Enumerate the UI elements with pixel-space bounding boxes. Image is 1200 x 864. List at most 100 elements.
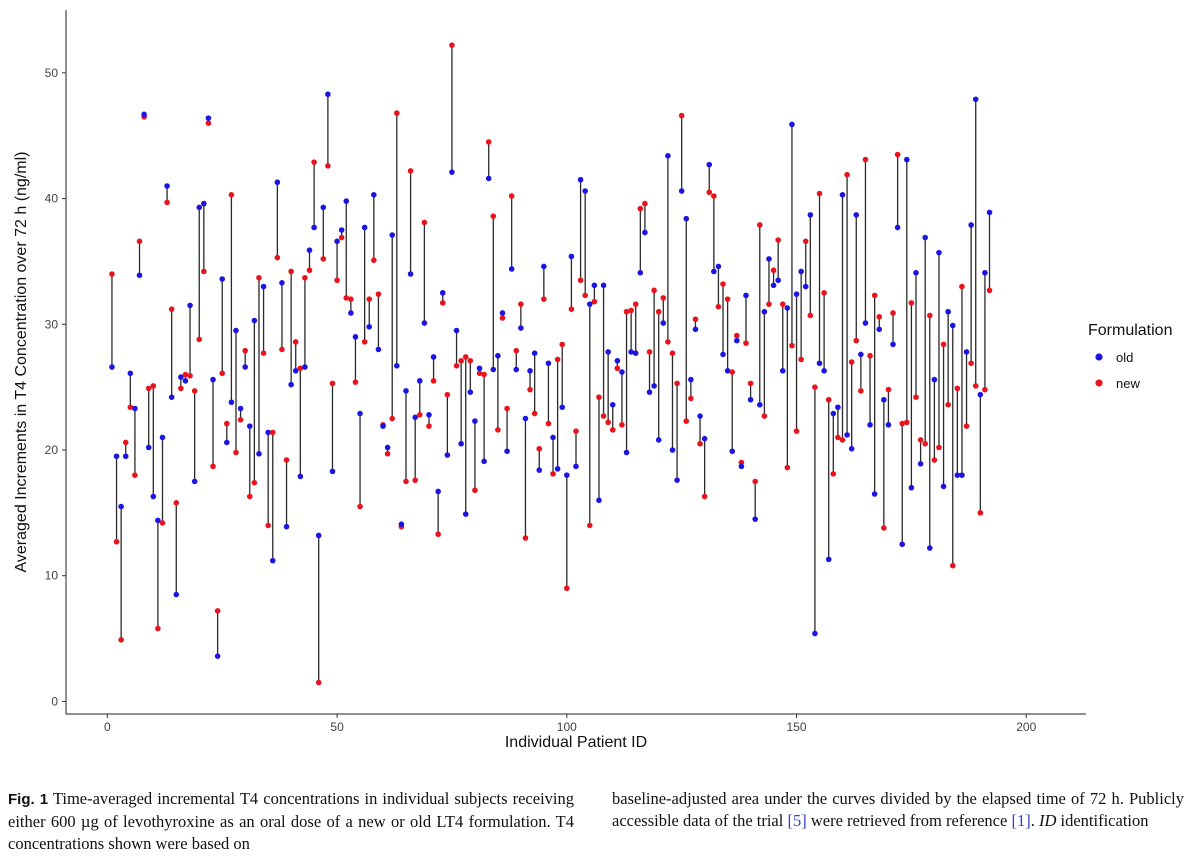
patient-139-old-point xyxy=(743,292,749,299)
patient-145-old-point xyxy=(770,282,777,289)
patient-115-new-point xyxy=(632,301,639,307)
patient-85-old-point xyxy=(495,352,501,359)
patient-3-old-point xyxy=(118,503,124,510)
patient-122-new-point xyxy=(665,339,671,345)
patient-50-new-point xyxy=(334,277,340,284)
patient-98-old-point xyxy=(554,466,561,472)
figure-label: Fig. 1 xyxy=(8,791,49,808)
patient-109-old-point xyxy=(605,349,611,355)
patient-61-old-point xyxy=(384,444,391,451)
patient-187-new-point xyxy=(963,423,970,429)
patient-92-old-point xyxy=(527,368,533,374)
patient-147-new-point xyxy=(779,301,786,307)
patient-46-new-point xyxy=(315,679,322,686)
patient-109-new-point xyxy=(605,419,611,426)
patient-1-old-point xyxy=(109,364,115,370)
patient-3-new-point xyxy=(118,637,124,643)
patient-131-old-point xyxy=(706,161,713,168)
patient-70-old-point xyxy=(426,412,432,418)
patient-115-old-point xyxy=(632,350,639,357)
reference-link[interactable]: [1] xyxy=(1011,811,1031,830)
patient-64-old-point xyxy=(398,521,405,527)
patient-120-old-point xyxy=(655,437,662,443)
patient-173-new-point xyxy=(899,420,906,427)
patient-191-new-point xyxy=(982,386,988,393)
patient-123-new-point xyxy=(669,350,676,357)
patient-56-old-point xyxy=(361,224,368,231)
point-layer xyxy=(109,42,993,686)
patient-26-new-point xyxy=(224,420,230,427)
patient-176-old-point xyxy=(913,269,919,276)
patient-107-new-point xyxy=(596,394,602,401)
patient-88-new-point xyxy=(508,193,515,199)
patient-40-old-point xyxy=(288,381,294,388)
patient-95-old-point xyxy=(541,263,547,270)
patient-143-old-point xyxy=(761,308,768,315)
patient-157-old-point xyxy=(825,556,832,563)
patient-135-new-point xyxy=(724,296,731,302)
patient-61-new-point xyxy=(384,450,391,457)
patient-184-new-point xyxy=(949,562,956,569)
patient-68-old-point xyxy=(416,378,423,384)
patient-30-new-point xyxy=(242,347,248,354)
patient-167-old-point xyxy=(871,491,878,497)
patient-70-new-point xyxy=(426,423,432,429)
patient-136-new-point xyxy=(729,369,736,375)
patient-54-old-point xyxy=(352,334,359,340)
patient-179-old-point xyxy=(926,545,933,551)
patient-6-new-point xyxy=(132,472,138,478)
patient-52-old-point xyxy=(343,198,350,204)
patient-184-old-point xyxy=(949,322,956,329)
patient-86-new-point xyxy=(499,315,506,321)
patient-153-new-point xyxy=(807,312,814,319)
reference-link[interactable]: [5] xyxy=(787,811,807,830)
patient-6-old-point xyxy=(132,405,138,412)
patient-71-old-point xyxy=(430,354,437,360)
patient-182-old-point xyxy=(940,483,947,490)
patient-174-new-point xyxy=(904,419,910,426)
patient-188-old-point xyxy=(968,222,974,228)
patient-172-old-point xyxy=(894,224,901,231)
patient-29-new-point xyxy=(237,417,244,423)
patient-63-new-point xyxy=(394,110,400,116)
x-axis: 0 50 100 150 200 xyxy=(104,714,1037,734)
patient-17-new-point xyxy=(182,371,189,378)
patient-175-new-point xyxy=(908,300,915,306)
patient-159-new-point xyxy=(835,434,841,441)
x-tick-label: 200 xyxy=(1016,720,1036,734)
patient-91-old-point xyxy=(522,415,529,422)
patient-121-new-point xyxy=(660,295,667,301)
patient-132-old-point xyxy=(711,268,717,275)
patient-127-new-point xyxy=(688,395,694,402)
patient-51-old-point xyxy=(338,227,345,233)
patient-51-new-point xyxy=(338,234,345,241)
patient-2-old-point xyxy=(113,453,120,460)
patient-83-new-point xyxy=(485,139,492,145)
patient-146-new-point xyxy=(775,237,781,243)
patient-22-new-point xyxy=(205,120,212,126)
patient-15-new-point xyxy=(173,500,180,506)
patient-129-new-point xyxy=(697,440,703,447)
patient-19-old-point xyxy=(191,478,198,485)
patient-24-new-point xyxy=(214,608,221,614)
patient-108-old-point xyxy=(600,282,607,289)
patient-134-new-point xyxy=(720,281,726,287)
patient-4-old-point xyxy=(122,453,129,460)
patient-41-old-point xyxy=(292,368,299,374)
patient-89-new-point xyxy=(513,347,520,354)
patient-155-new-point xyxy=(816,190,823,197)
patient-140-new-point xyxy=(747,380,754,387)
patient-97-old-point xyxy=(550,434,556,441)
patient-128-new-point xyxy=(692,316,699,323)
patient-90-new-point xyxy=(518,301,524,307)
patient-178-old-point xyxy=(922,234,928,241)
patient-145-new-point xyxy=(770,267,777,274)
patient-136-old-point xyxy=(729,448,736,455)
patient-111-old-point xyxy=(614,357,621,364)
patient-186-old-point xyxy=(959,472,965,478)
patient-72-old-point xyxy=(435,488,441,495)
patient-67-new-point xyxy=(412,477,418,483)
patient-93-old-point xyxy=(531,350,538,357)
patient-63-old-point xyxy=(394,362,400,369)
patient-76-old-point xyxy=(453,327,460,334)
